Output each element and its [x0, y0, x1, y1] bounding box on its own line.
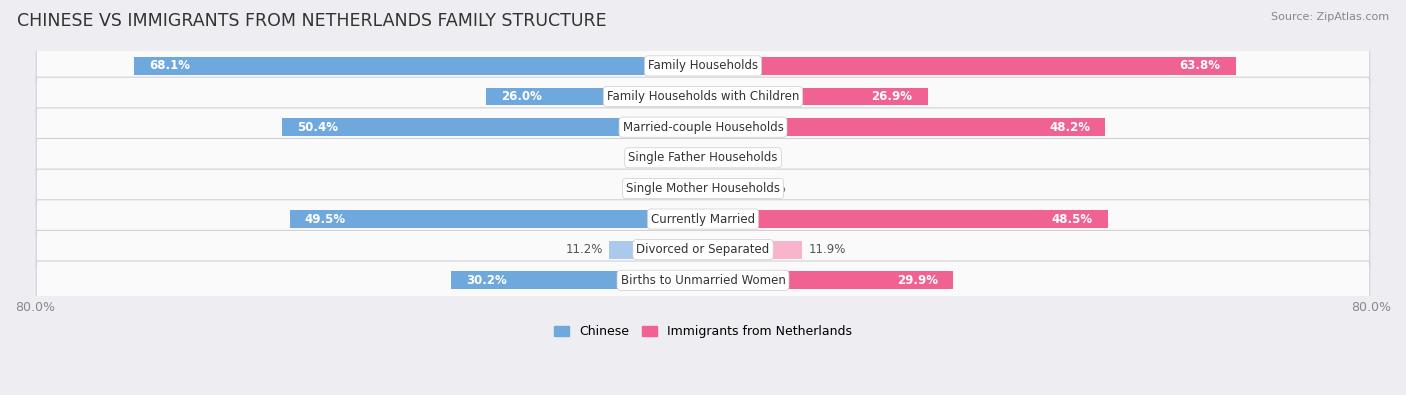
Text: 49.5%: 49.5% [305, 213, 346, 226]
Text: Source: ZipAtlas.com: Source: ZipAtlas.com [1271, 12, 1389, 22]
Bar [703, 241, 803, 259]
Text: 68.1%: 68.1% [149, 59, 190, 72]
Bar [486, 88, 703, 105]
Text: 29.9%: 29.9% [897, 274, 938, 287]
Bar [686, 149, 703, 167]
Legend: Chinese, Immigrants from Netherlands: Chinese, Immigrants from Netherlands [550, 320, 856, 343]
Text: 30.2%: 30.2% [465, 274, 506, 287]
Text: 11.9%: 11.9% [808, 243, 846, 256]
Bar [283, 118, 703, 136]
Text: 2.2%: 2.2% [728, 151, 758, 164]
Text: 26.0%: 26.0% [501, 90, 541, 103]
Text: 5.6%: 5.6% [756, 182, 786, 195]
Bar [703, 210, 1108, 228]
Bar [703, 149, 721, 167]
Bar [703, 88, 928, 105]
Text: CHINESE VS IMMIGRANTS FROM NETHERLANDS FAMILY STRUCTURE: CHINESE VS IMMIGRANTS FROM NETHERLANDS F… [17, 12, 606, 30]
Text: 50.4%: 50.4% [297, 120, 339, 134]
FancyBboxPatch shape [37, 47, 1369, 85]
FancyBboxPatch shape [37, 230, 1369, 269]
FancyBboxPatch shape [37, 200, 1369, 238]
Text: 5.2%: 5.2% [623, 182, 652, 195]
FancyBboxPatch shape [37, 169, 1369, 208]
Text: 63.8%: 63.8% [1180, 59, 1220, 72]
Text: 48.2%: 48.2% [1049, 120, 1091, 134]
Text: Divorced or Separated: Divorced or Separated [637, 243, 769, 256]
FancyBboxPatch shape [37, 108, 1369, 147]
Bar [703, 179, 749, 197]
Bar [703, 57, 1236, 75]
Text: Currently Married: Currently Married [651, 213, 755, 226]
Bar [290, 210, 703, 228]
Text: Single Mother Households: Single Mother Households [626, 182, 780, 195]
Text: 26.9%: 26.9% [872, 90, 912, 103]
FancyBboxPatch shape [37, 139, 1369, 177]
Text: Family Households with Children: Family Households with Children [607, 90, 799, 103]
Text: Family Households: Family Households [648, 59, 758, 72]
Bar [451, 271, 703, 289]
Bar [135, 57, 703, 75]
Bar [703, 271, 953, 289]
Bar [659, 179, 703, 197]
FancyBboxPatch shape [37, 261, 1369, 300]
Bar [609, 241, 703, 259]
FancyBboxPatch shape [37, 77, 1369, 116]
Bar [703, 118, 1105, 136]
Text: 48.5%: 48.5% [1052, 213, 1092, 226]
Text: Births to Unmarried Women: Births to Unmarried Women [620, 274, 786, 287]
Text: 11.2%: 11.2% [565, 243, 603, 256]
Text: Married-couple Households: Married-couple Households [623, 120, 783, 134]
Text: 2.0%: 2.0% [650, 151, 679, 164]
Text: Single Father Households: Single Father Households [628, 151, 778, 164]
